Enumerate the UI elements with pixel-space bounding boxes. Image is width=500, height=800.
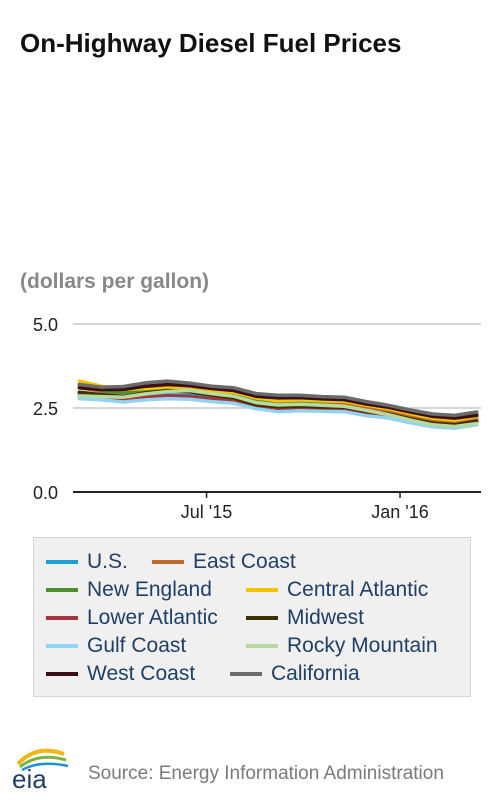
legend-item-west-coast: West Coast <box>46 662 195 686</box>
legend-label: West Coast <box>87 662 196 685</box>
y-tick-label: 2.5 <box>33 399 58 419</box>
series-line-california <box>77 379 479 418</box>
legend-swatch <box>46 588 78 592</box>
legend-label: Central Atlantic <box>287 578 429 601</box>
legend-label: Rocky Mountain <box>287 634 438 657</box>
legend-swatch <box>152 560 184 564</box>
y-tick-label: 0.0 <box>33 483 58 503</box>
legend-item-rocky-mountain: Rocky Mountain <box>246 634 438 658</box>
legend-swatch <box>46 616 78 620</box>
legend-swatch <box>46 672 78 676</box>
legend-label: California <box>271 662 360 685</box>
series-line-west-coast <box>77 382 479 420</box>
logo-text: eia <box>12 764 47 792</box>
line-chart: 5.0 2.5 0.0 Jul '15 Jan '16 <box>33 315 481 522</box>
legend-item-east-coast: East Coast <box>152 550 296 574</box>
legend-label: Lower Atlantic <box>87 606 218 629</box>
legend-swatch <box>246 588 278 592</box>
tick-labels: 5.0 2.5 0.0 Jul '15 Jan '16 <box>33 315 429 522</box>
legend-label: New England <box>87 578 212 601</box>
legend-item-california: California <box>230 662 360 686</box>
legend-swatch <box>246 644 278 648</box>
legend-label: Gulf Coast <box>87 634 187 657</box>
legend-swatch <box>46 560 78 564</box>
legend-label: East Coast <box>193 550 296 573</box>
axes <box>73 491 481 498</box>
eia-logo: eia <box>12 748 69 792</box>
x-tick-label: Jul '15 <box>181 502 232 522</box>
legend-item-u-s-: U.S. <box>46 550 128 574</box>
units-label: (dollars per gallon) <box>20 270 210 293</box>
chart-legend: U.S. East Coast New England Central Atlanti… <box>33 537 471 697</box>
legend-item-lower-atlantic: Lower Atlantic <box>46 606 218 630</box>
source-note: Source: Energy Information Administratio… <box>88 763 444 784</box>
series-line-gulf-coast <box>77 396 479 430</box>
series-lines <box>77 379 479 430</box>
y-tick-label: 5.0 <box>33 315 58 335</box>
series-line-rocky-mountain <box>77 388 479 429</box>
legend-item-gulf-coast: Gulf Coast <box>46 634 186 658</box>
x-tick-label: Jan '16 <box>371 502 428 522</box>
legend-swatch <box>230 672 262 676</box>
chart-title: On-Highway Diesel Fuel Prices <box>20 28 402 58</box>
legend-label: Midwest <box>287 606 365 629</box>
legend-item-new-england: New England <box>46 578 212 602</box>
legend-swatch <box>46 644 78 648</box>
legend-label: U.S. <box>87 550 128 573</box>
legend-swatch <box>246 616 278 620</box>
legend-item-central-atlantic: Central Atlantic <box>246 578 428 602</box>
legend-item-midwest: Midwest <box>246 606 364 630</box>
